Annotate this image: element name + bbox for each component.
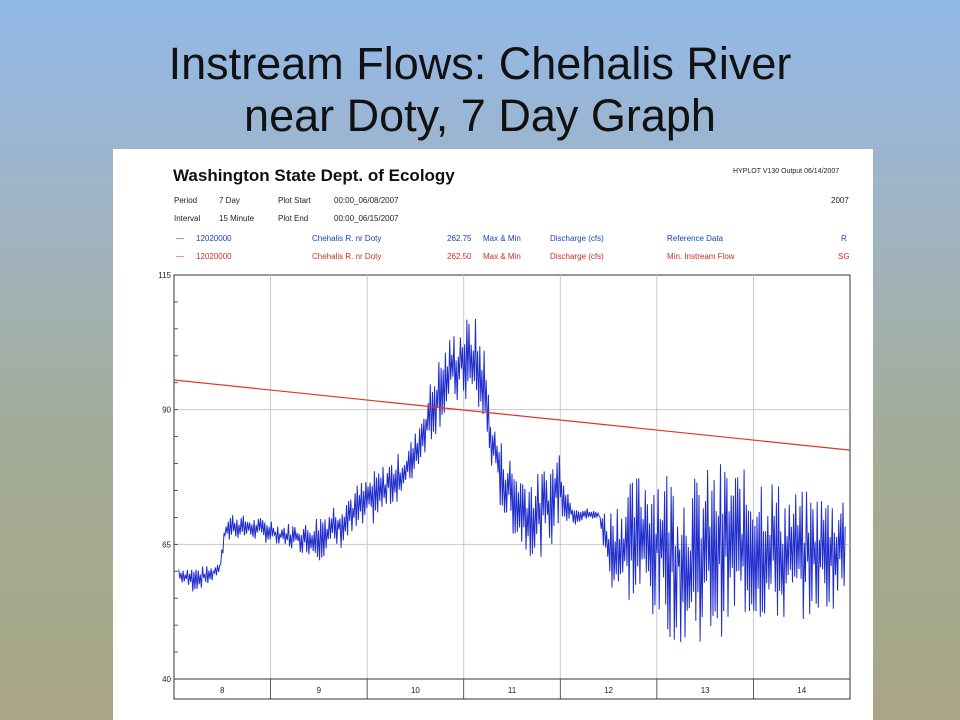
plot-start-value: 00:00_06/08/2007 — [334, 196, 399, 205]
x-tick-label: 8 — [220, 686, 225, 695]
interval-value: 15 Minute — [219, 214, 255, 223]
series-line-discharge — [178, 318, 846, 643]
legend-value: 262.50 — [447, 252, 472, 261]
series-layer — [173, 318, 851, 643]
axes: 40 65 90 115 8 9 10 11 12 13 14 — [158, 271, 851, 700]
legend: — 12020000 Chehalis R. nr Doty 262.75 Ma… — [176, 234, 850, 261]
legend-site: Chehalis R. nr Doty — [312, 234, 381, 243]
x-tick-label: 9 — [317, 686, 322, 695]
y-tick-label: 40 — [162, 675, 171, 684]
y-tick-label: 90 — [162, 406, 171, 415]
header-year: 2007 — [831, 196, 849, 205]
legend-site: Chehalis R. nr Doty — [312, 252, 381, 261]
x-tick-label: 12 — [604, 686, 613, 695]
legend-stat: Max & Min — [483, 252, 521, 261]
x-tick-label: 10 — [411, 686, 420, 695]
chart-panel: Washington State Dept. of Ecology HYPLOT… — [113, 149, 873, 720]
legend-param: Discharge (cfs) — [550, 252, 604, 261]
period-value: 7 Day — [219, 196, 240, 205]
period-label: Period — [174, 196, 197, 205]
legend-station: 12020000 — [196, 234, 232, 243]
interval-label: Interval — [174, 214, 200, 223]
legend-value: 262.75 — [447, 234, 472, 243]
legend-row-instream: — 12020000 Chehalis R. nr Doty 262.50 Ma… — [176, 252, 850, 261]
plot-end-value: 00:00_06/15/2007 — [334, 214, 399, 223]
y-tick-label: 65 — [162, 540, 171, 549]
hyplot-version: HYPLOT V130 Output 06/14/2007 — [733, 168, 839, 175]
legend-station: 12020000 — [196, 252, 232, 261]
legend-ref: Min. Instream Flow — [667, 252, 735, 261]
x-axis-band — [173, 678, 851, 700]
hydrograph-chart: Washington State Dept. of Ecology HYPLOT… — [158, 166, 851, 700]
y-tick-label: 115 — [158, 271, 171, 280]
slide-title-line1: Instream Flows: Chehalis River — [168, 38, 792, 89]
legend-code: R — [841, 234, 847, 243]
legend-line-glyph: — — [176, 234, 184, 243]
legend-line-glyph: — — [176, 252, 184, 261]
legend-stat: Max & Min — [483, 234, 521, 243]
series-line-instream-flow — [173, 379, 851, 451]
legend-row-discharge: — 12020000 Chehalis R. nr Doty 262.75 Ma… — [176, 234, 847, 243]
legend-code: SG — [838, 252, 850, 261]
x-tick-label: 13 — [701, 686, 710, 695]
x-tick-label: 14 — [797, 686, 806, 695]
slide-title-line2: near Doty, 7 Day Graph — [244, 90, 716, 141]
agency-title: Washington State Dept. of Ecology — [173, 166, 455, 185]
plot-start-label: Plot Start — [278, 196, 312, 205]
legend-ref: Reference Data — [667, 234, 724, 243]
plot-end-label: Plot End — [278, 214, 308, 223]
legend-param: Discharge (cfs) — [550, 234, 604, 243]
x-tick-label: 11 — [508, 686, 517, 695]
slide-title: Instream Flows: Chehalis River near Doty… — [0, 38, 960, 142]
